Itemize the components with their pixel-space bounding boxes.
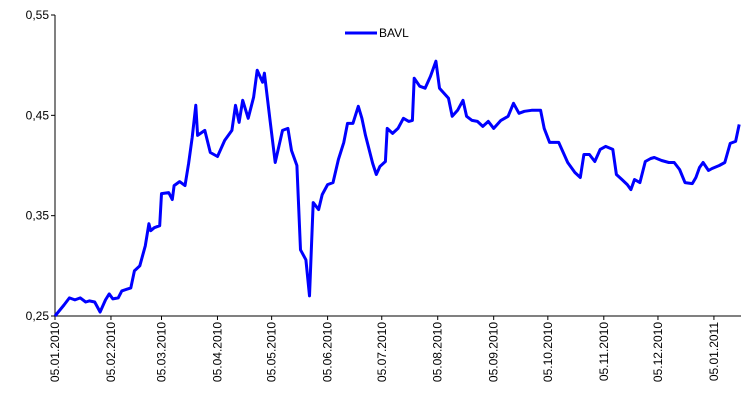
x-tick-label: 05.01.2010	[48, 322, 62, 382]
x-tick-label: 05.07.2010	[375, 322, 389, 382]
y-tick-label: 0,55	[26, 8, 50, 22]
legend-label: BAVL	[379, 26, 409, 40]
x-tick-label: 05.05.2010	[265, 322, 279, 382]
x-tick-label: 05.09.2010	[487, 322, 501, 382]
x-tick-label: 05.02.2010	[104, 322, 118, 382]
x-tick-label: 05.04.2010	[210, 322, 224, 382]
x-tick-label: 05.01.2011	[707, 322, 721, 381]
y-tick-label: 0,45	[26, 108, 50, 122]
x-tick-label: 05.12.2010	[651, 322, 665, 382]
y-tick-label: 0,35	[26, 209, 50, 223]
line-series	[53, 59, 741, 317]
x-tick-label: 05.03.2010	[155, 322, 169, 382]
x-tick-label: 05.11.2010	[597, 322, 611, 381]
y-tick-label: 0,25	[26, 309, 50, 323]
x-tick-label: 05.10.2010	[541, 322, 555, 382]
x-tick-label: 05.08.2010	[431, 322, 445, 382]
x-tick-label: 05.06.2010	[321, 322, 335, 382]
